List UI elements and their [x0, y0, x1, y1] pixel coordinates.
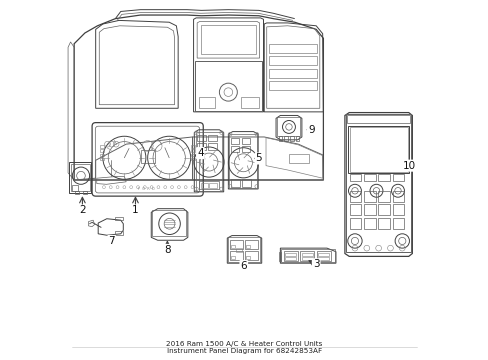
Bar — [349, 204, 361, 215]
Text: Instrument Panel Diagram for 68242853AF: Instrument Panel Diagram for 68242853AF — [166, 348, 322, 354]
Bar — [198, 97, 214, 108]
Bar — [349, 174, 361, 181]
Bar — [392, 191, 404, 202]
Bar — [301, 257, 312, 260]
Bar — [245, 245, 249, 248]
Bar — [378, 191, 389, 202]
Text: 4: 4 — [197, 148, 203, 158]
Bar — [140, 150, 155, 163]
Bar — [191, 149, 195, 152]
Bar — [191, 145, 195, 148]
Text: 2016 Ram 1500 A/C & Heater Control Units: 2016 Ram 1500 A/C & Heater Control Units — [166, 341, 322, 347]
Text: 1: 1 — [132, 206, 139, 216]
Bar — [363, 174, 375, 181]
Bar — [115, 231, 123, 234]
Bar — [152, 210, 186, 236]
Bar — [295, 136, 299, 140]
Bar — [346, 116, 409, 123]
Text: 8: 8 — [164, 245, 170, 255]
Bar — [207, 135, 216, 141]
Bar — [289, 136, 293, 140]
Bar — [201, 183, 207, 188]
Bar — [318, 257, 328, 260]
Bar — [100, 149, 104, 152]
Text: 5: 5 — [255, 153, 262, 163]
Text: 7: 7 — [108, 236, 115, 246]
Bar — [207, 143, 216, 149]
Bar — [378, 204, 389, 215]
Bar — [289, 154, 308, 163]
Bar — [100, 158, 104, 160]
Bar — [300, 251, 313, 261]
Bar — [230, 138, 239, 144]
Text: 2: 2 — [79, 206, 85, 216]
Bar — [349, 127, 407, 172]
Bar — [201, 25, 255, 54]
Bar — [100, 145, 104, 148]
Bar — [230, 179, 239, 187]
Bar — [346, 114, 410, 252]
Bar — [230, 145, 239, 152]
Bar — [392, 174, 404, 181]
Bar — [209, 183, 216, 188]
Bar — [268, 56, 317, 65]
Bar — [245, 256, 249, 259]
Bar — [363, 218, 375, 229]
Bar — [268, 69, 317, 78]
Bar — [284, 251, 297, 261]
Bar — [301, 253, 312, 256]
Text: F  O  R  D: F O R D — [137, 186, 154, 190]
Bar — [241, 97, 258, 108]
Bar — [392, 218, 404, 229]
Bar — [191, 154, 195, 156]
Text: 9: 9 — [307, 125, 314, 135]
Bar — [229, 134, 256, 188]
Bar — [228, 237, 260, 262]
Bar — [268, 44, 317, 53]
Bar — [378, 218, 389, 229]
Text: 10: 10 — [402, 161, 415, 171]
Bar — [349, 191, 361, 202]
Bar — [285, 253, 296, 256]
Bar — [284, 136, 287, 140]
Bar — [241, 145, 250, 152]
Bar — [197, 135, 205, 141]
Bar — [195, 61, 261, 111]
Bar — [230, 251, 242, 260]
Bar — [316, 251, 330, 261]
Bar — [378, 174, 389, 181]
Bar — [278, 136, 282, 140]
Bar — [197, 143, 205, 149]
Bar — [268, 81, 317, 90]
Text: 3: 3 — [312, 259, 319, 269]
Bar — [349, 218, 361, 229]
Bar — [318, 253, 328, 256]
Bar — [241, 138, 250, 144]
Bar — [235, 248, 241, 252]
Bar — [392, 204, 404, 215]
Bar — [195, 132, 222, 191]
Bar — [72, 185, 78, 191]
Bar — [198, 181, 219, 189]
Bar — [363, 191, 375, 202]
Bar — [363, 204, 375, 215]
Bar — [285, 257, 296, 260]
Bar — [230, 256, 234, 259]
Bar — [244, 251, 257, 260]
Bar — [348, 126, 408, 173]
Bar — [70, 163, 90, 192]
Bar — [230, 240, 242, 249]
Bar — [83, 192, 86, 194]
Bar — [244, 240, 257, 249]
Bar — [241, 179, 250, 187]
Bar — [115, 217, 123, 220]
Text: 6: 6 — [240, 261, 246, 271]
Bar — [191, 158, 195, 160]
Bar — [100, 154, 104, 156]
Bar — [230, 245, 234, 248]
Bar — [278, 252, 281, 261]
Bar — [277, 117, 300, 136]
Bar — [281, 249, 334, 262]
Bar — [75, 192, 79, 194]
